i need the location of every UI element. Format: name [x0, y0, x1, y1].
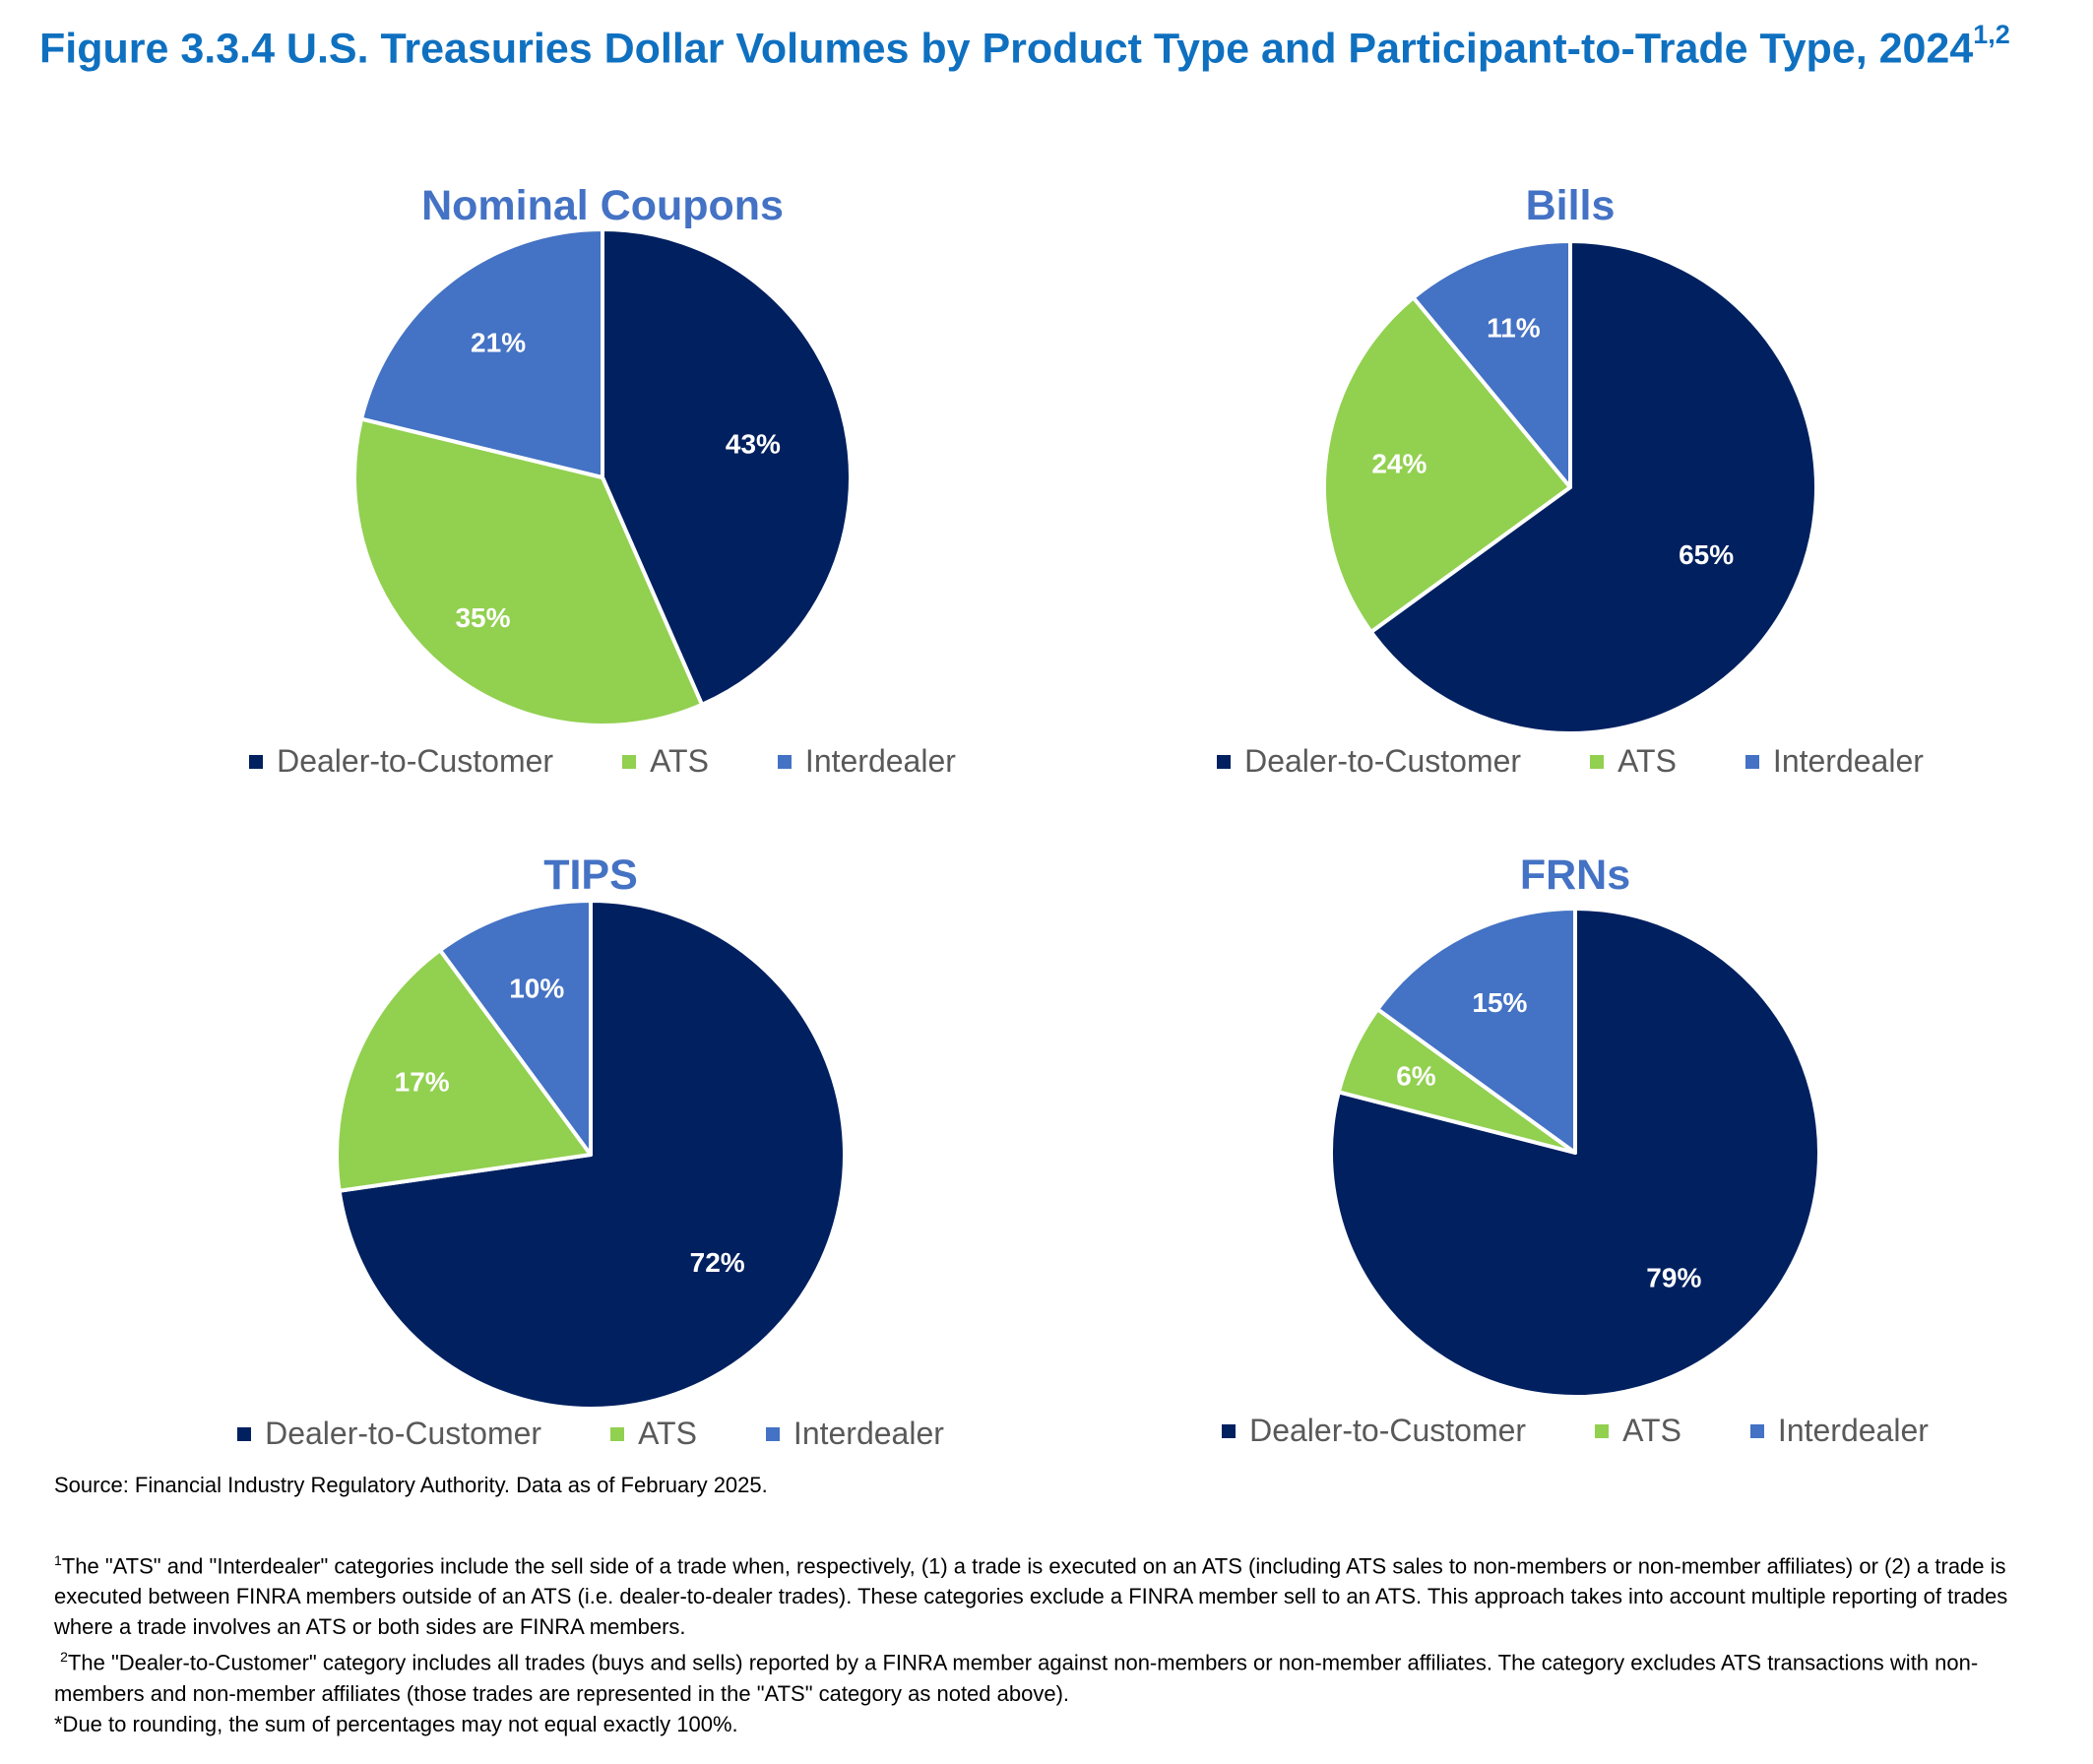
- pie-slice-interdealer: [1375, 907, 1577, 1155]
- legend-label: Dealer-to-Customer: [1244, 743, 1522, 779]
- legend-label: Interdealer: [793, 1416, 944, 1451]
- pie-slice-dealer-to-customer: [1368, 239, 1818, 733]
- data-label-ats: 24%: [1371, 448, 1427, 478]
- legend-swatch: [1590, 754, 1605, 769]
- pie-slice-ats: [352, 416, 705, 727]
- legend-swatch: [1222, 1423, 1237, 1438]
- source-note: Source: Financial Industry Regulatory Au…: [54, 1473, 768, 1497]
- legend-item-interdealer: Interdealer: [765, 1416, 944, 1452]
- data-label-ats: 17%: [395, 1067, 450, 1098]
- legend-label: Interdealer: [1777, 1413, 1929, 1448]
- legend-swatch: [1217, 754, 1232, 769]
- data-label-dealer-to-customer: 43%: [726, 428, 781, 459]
- data-label-dealer-to-customer: 65%: [1679, 539, 1734, 570]
- data-label-ats: 35%: [455, 602, 510, 633]
- data-label-interdealer: 15%: [1472, 987, 1527, 1018]
- footnote-2: 2The "Dealer-to-Customer" category inclu…: [54, 1642, 2062, 1708]
- data-label-interdealer: 21%: [471, 328, 526, 358]
- legend-label: Interdealer: [1772, 743, 1924, 779]
- legend-label: ATS: [638, 1416, 697, 1451]
- pie-chart-tips: 72% 17% 10%: [335, 899, 847, 1411]
- pie-chart-frns: 79% 6% 15%: [1329, 907, 1821, 1399]
- legend-swatch: [765, 1426, 780, 1441]
- legend-item-ats: ATS: [1595, 1413, 1681, 1449]
- data-label-dealer-to-customer: 79%: [1646, 1263, 1701, 1293]
- footnote-marker: 1: [54, 1552, 62, 1568]
- footnotes: 1The "ATS" and "Interdealer" categories …: [54, 1545, 2062, 1739]
- chart-title: Bills: [1525, 182, 1616, 229]
- legend-swatch: [249, 754, 264, 769]
- chart-legend: Dealer-to-Customer ATS Interdealer: [1078, 743, 2062, 780]
- legend-swatch: [1749, 1423, 1764, 1438]
- legend-item-ats: ATS: [1590, 743, 1677, 780]
- footnote-3: *Due to rounding, the sum of percentages…: [54, 1711, 738, 1736]
- legend-item-ats: ATS: [610, 1416, 697, 1452]
- panel-tips: TIPS 72% 17% 10% Dealer-to-Customer ATS In…: [98, 842, 1083, 1472]
- legend-item-dealer-to-customer: Dealer-to-Customer: [237, 1416, 541, 1452]
- footnote-marker: 2: [60, 1649, 68, 1666]
- panel-nominal-coupons: Nominal Coupons 43% 35% 21% Dealer-to-Cust…: [110, 172, 1095, 802]
- figure-title: Figure 3.3.4 U.S. Treasuries Dollar Volu…: [39, 20, 2067, 73]
- pie-slice-ats: [335, 948, 593, 1193]
- legend-label: Dealer-to-Customer: [277, 743, 554, 779]
- legend-swatch: [1595, 1423, 1610, 1438]
- legend-item-interdealer: Interdealer: [777, 743, 956, 780]
- legend-item-dealer-to-customer: Dealer-to-Customer: [249, 743, 553, 780]
- pie-slice-interdealer: [438, 899, 593, 1157]
- legend-label: ATS: [1622, 1413, 1681, 1448]
- legend-item-dealer-to-customer: Dealer-to-Customer: [1217, 743, 1521, 780]
- pie-slice-interdealer: [359, 227, 604, 479]
- legend-label: Interdealer: [804, 743, 956, 779]
- panel-frns: FRNs 79% 6% 15% Dealer-to-Customer ATS Int…: [1083, 842, 2067, 1472]
- pie-slice-dealer-to-customer: [601, 227, 853, 707]
- chart-legend: Dealer-to-Customer ATS Interdealer: [110, 743, 1095, 780]
- footnote-text: The "Dealer-to-Customer" category includ…: [54, 1650, 1979, 1706]
- legend-label: Dealer-to-Customer: [1249, 1413, 1527, 1448]
- pie-chart-nominal-coupons: 43% 35% 21%: [352, 227, 853, 727]
- legend-swatch: [777, 754, 792, 769]
- data-label-dealer-to-customer: 72%: [690, 1247, 745, 1278]
- chart-title: TIPS: [543, 851, 638, 899]
- chart-legend: Dealer-to-Customer ATS Interdealer: [98, 1416, 1083, 1452]
- legend-item-ats: ATS: [622, 743, 709, 780]
- chart-title: FRNs: [1519, 851, 1631, 899]
- panel-bills: Bills 65% 24% 11% Dealer-to-Customer ATS I…: [1078, 172, 2062, 802]
- data-label-interdealer: 11%: [1487, 312, 1541, 343]
- legend-label: Dealer-to-Customer: [265, 1416, 542, 1451]
- legend-swatch: [1744, 754, 1759, 769]
- legend-item-interdealer: Interdealer: [1744, 743, 1924, 780]
- legend-item-dealer-to-customer: Dealer-to-Customer: [1222, 1413, 1526, 1449]
- legend-label: ATS: [650, 743, 709, 779]
- footnote-text: The "ATS" and "Interdealer" categories i…: [54, 1553, 2008, 1640]
- chart-title: Nominal Coupons: [421, 182, 784, 229]
- legend-swatch: [237, 1426, 252, 1441]
- data-label-ats: 6%: [1396, 1060, 1436, 1091]
- pie-slice-ats: [1322, 295, 1572, 634]
- pie-slice-dealer-to-customer: [1329, 907, 1821, 1399]
- pie-chart-bills: 65% 24% 11%: [1322, 239, 1818, 733]
- figure-title-text: Figure 3.3.4 U.S. Treasuries Dollar Volu…: [39, 25, 1974, 73]
- footnote-1: 1The "ATS" and "Interdealer" categories …: [54, 1545, 2062, 1642]
- legend-swatch: [622, 754, 637, 769]
- data-label-interdealer: 10%: [509, 974, 564, 1004]
- legend-swatch: [610, 1426, 625, 1441]
- legend-label: ATS: [1617, 743, 1677, 779]
- chart-legend: Dealer-to-Customer ATS Interdealer: [1083, 1413, 2067, 1449]
- figure-title-superscript: 1,2: [1973, 20, 2010, 49]
- pie-slice-interdealer: [1411, 239, 1572, 489]
- legend-item-interdealer: Interdealer: [1749, 1413, 1929, 1449]
